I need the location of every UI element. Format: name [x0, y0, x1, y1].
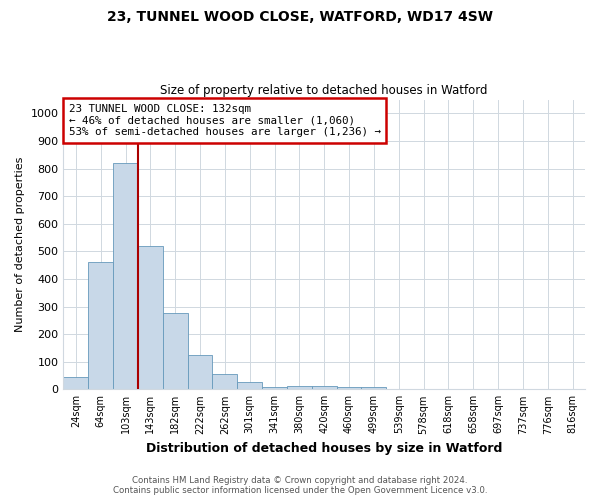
Bar — [287, 386, 312, 390]
Title: Size of property relative to detached houses in Watford: Size of property relative to detached ho… — [160, 84, 488, 97]
Bar — [64, 377, 88, 390]
X-axis label: Distribution of detached houses by size in Watford: Distribution of detached houses by size … — [146, 442, 502, 455]
Bar — [163, 314, 188, 390]
Bar — [337, 387, 361, 390]
Bar — [113, 163, 138, 390]
Bar — [188, 355, 212, 390]
Bar — [237, 382, 262, 390]
Text: 23 TUNNEL WOOD CLOSE: 132sqm
← 46% of detached houses are smaller (1,060)
53% of: 23 TUNNEL WOOD CLOSE: 132sqm ← 46% of de… — [68, 104, 380, 137]
Y-axis label: Number of detached properties: Number of detached properties — [15, 156, 25, 332]
Bar — [262, 386, 287, 390]
Bar — [361, 387, 386, 390]
Bar — [88, 262, 113, 390]
Bar — [212, 374, 237, 390]
Bar — [138, 246, 163, 390]
Bar — [312, 386, 337, 390]
Text: 23, TUNNEL WOOD CLOSE, WATFORD, WD17 4SW: 23, TUNNEL WOOD CLOSE, WATFORD, WD17 4SW — [107, 10, 493, 24]
Text: Contains HM Land Registry data © Crown copyright and database right 2024.
Contai: Contains HM Land Registry data © Crown c… — [113, 476, 487, 495]
